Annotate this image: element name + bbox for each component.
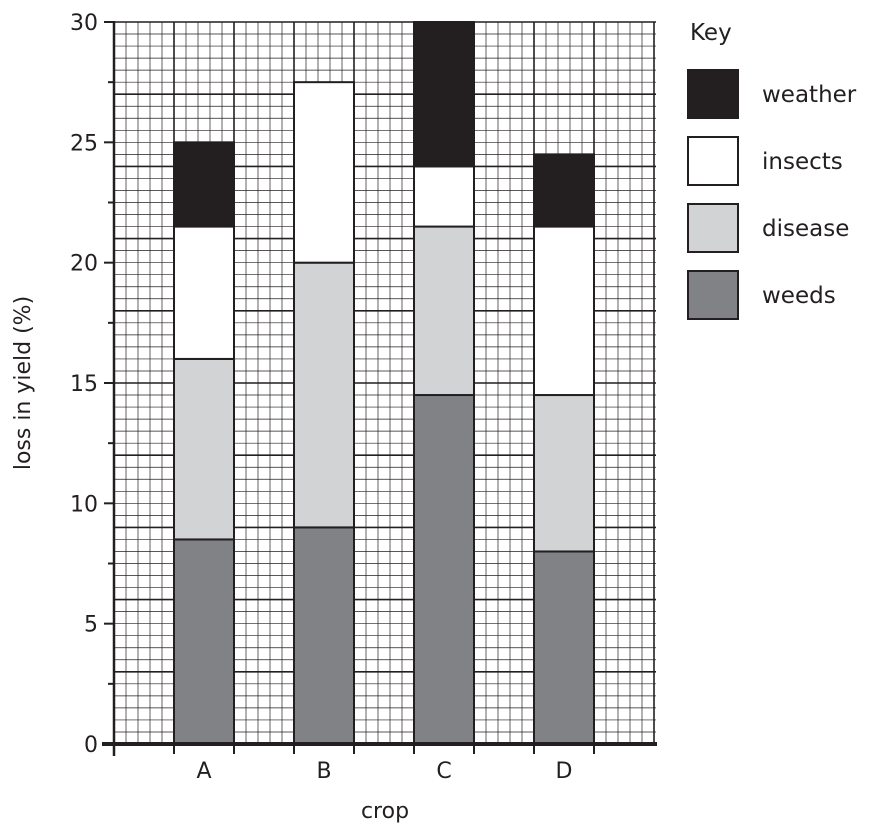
y-tick-label: 10 [70, 492, 98, 517]
bars [173, 21, 595, 746]
legend-label-weeds: weeds [762, 283, 836, 309]
axes [102, 21, 657, 756]
bar-c-disease [413, 225, 475, 397]
y-tick-label: 15 [70, 372, 98, 397]
y-tick-label: 5 [84, 613, 98, 638]
x-tick-label-d: D [556, 759, 573, 784]
bar-b-disease [293, 261, 355, 529]
y-tick-label: 25 [70, 131, 98, 156]
bar-d-weather [533, 153, 595, 228]
bar-a-disease [173, 357, 235, 541]
legend-label-disease: disease [762, 216, 849, 242]
x-axis-title: crop [361, 799, 409, 824]
bar-a-insects [173, 225, 235, 360]
x-tick-label-b: B [316, 759, 331, 784]
bar-c-weeds [413, 394, 475, 745]
bar-b-weeds [293, 526, 355, 746]
y-tick-label: 20 [70, 252, 98, 277]
tick-labels: A B C D 0 5 10 15 20 25 30 [70, 11, 572, 784]
legend-swatch-weather [687, 69, 739, 119]
legend-title: Key [690, 20, 732, 46]
legend: Key weather insects disease weeds [687, 20, 857, 320]
bar-d-disease [533, 394, 595, 553]
y-axis-title: loss in yield (%) [11, 296, 36, 470]
x-tick-label-a: A [196, 759, 211, 784]
y-tick-label: 30 [70, 11, 98, 36]
bar-b-insects [293, 81, 355, 264]
bar-d-weeds [533, 550, 595, 746]
legend-swatch-weeds [687, 270, 739, 320]
y-tick-label: 0 [84, 733, 98, 758]
bar-c-weather [413, 21, 475, 168]
bar-d-insects [533, 225, 595, 397]
legend-swatch-disease [687, 203, 739, 253]
bar-a-weather [173, 141, 235, 228]
x-tick-label-c: C [436, 759, 451, 784]
bar-a-weeds [173, 538, 235, 746]
legend-swatch-insects [687, 136, 739, 186]
bar-c-insects [413, 165, 475, 228]
legend-label-insects: insects [762, 149, 843, 175]
legend-label-weather: weather [762, 82, 857, 108]
